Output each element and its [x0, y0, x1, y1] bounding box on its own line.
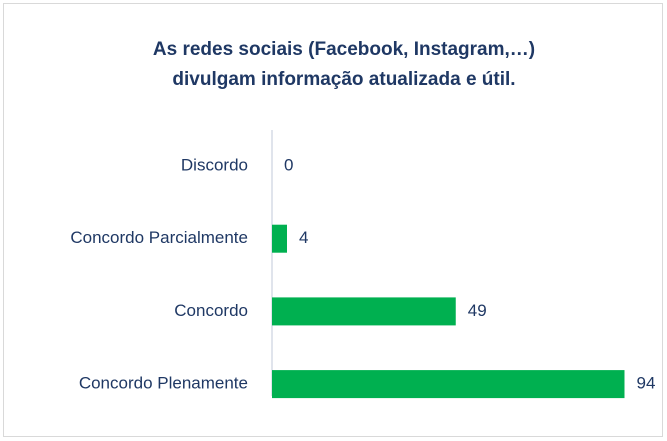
- bar: [272, 297, 456, 326]
- category-label: Concordo Parcialmente: [70, 228, 248, 247]
- chart-title: divulgam informação atualizada e útil.: [172, 69, 515, 90]
- bar: [272, 370, 625, 399]
- value-label: 0: [284, 155, 293, 174]
- category-label: Discordo: [181, 155, 248, 174]
- category-label: Concordo Plenamente: [79, 374, 248, 393]
- value-label: 4: [299, 228, 308, 247]
- chart-title: As redes sociais (Facebook, Instagram,…): [153, 39, 535, 60]
- category-label: Concordo: [174, 301, 248, 320]
- value-label: 49: [468, 301, 487, 320]
- bar: [272, 224, 287, 253]
- chart-border: [3, 3, 663, 437]
- value-label: 94: [637, 374, 656, 393]
